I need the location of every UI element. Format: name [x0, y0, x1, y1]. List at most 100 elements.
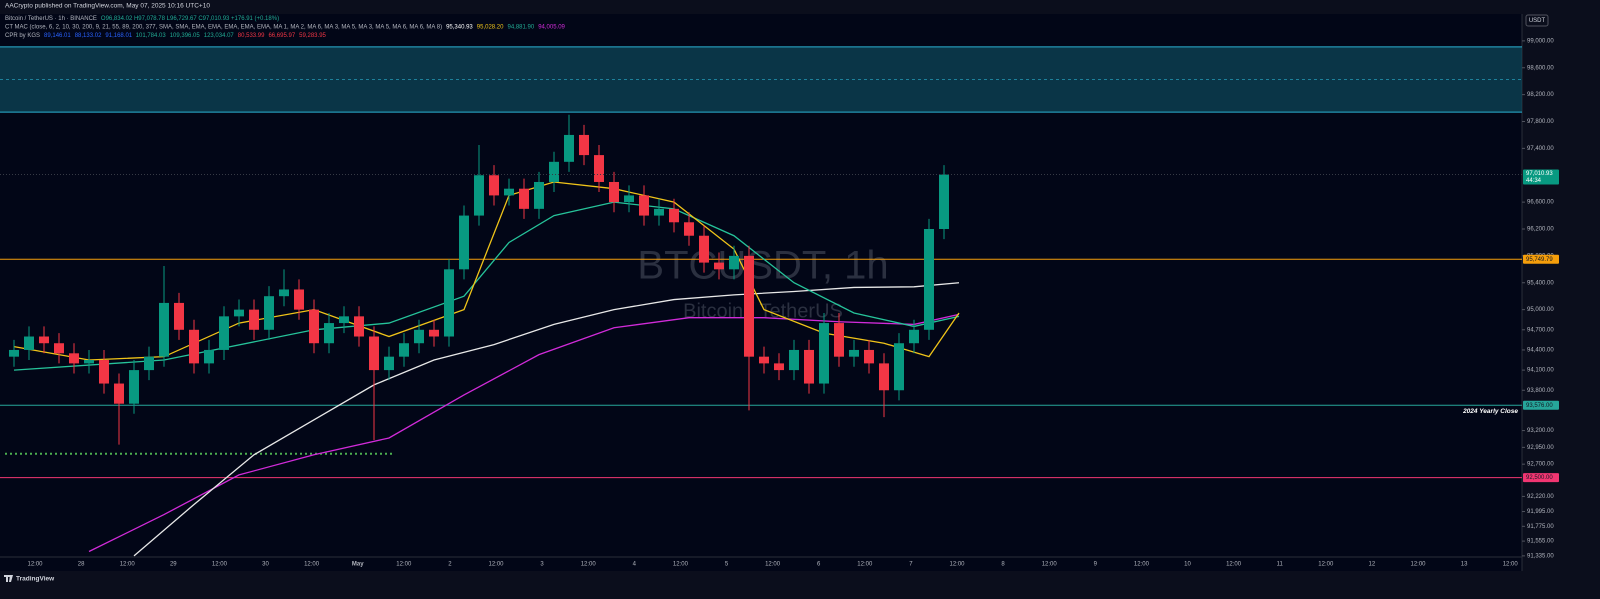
candle-body — [414, 329, 424, 344]
legend-value: 95,340.93 — [446, 24, 473, 30]
candle-body — [444, 269, 454, 337]
candle-body — [909, 329, 919, 344]
x-tick-label: 12:00 — [304, 562, 320, 568]
level-tag-label: 92,500.00 — [1526, 475, 1553, 481]
legend-value: 101,784.03 — [136, 33, 167, 39]
legend-value: CPR by KGS — [5, 33, 40, 39]
candle-body — [144, 356, 154, 371]
y-tick-label: 95,400.00 — [1527, 280, 1554, 286]
x-tick-label: 28 — [78, 562, 85, 568]
y-tick-label: 92,220.00 — [1527, 494, 1554, 500]
countdown-label: 44:34 — [1526, 178, 1542, 184]
candle-body — [924, 229, 934, 330]
candle-body — [279, 289, 289, 297]
y-tick-label: 91,995.00 — [1527, 509, 1554, 515]
currency[interactable]: USDT — [1529, 18, 1546, 24]
x-tick-label: 12:00 — [1134, 562, 1150, 568]
candle-body — [234, 309, 244, 317]
candle-body — [399, 343, 409, 357]
x-tick-label: 12:00 — [120, 562, 136, 568]
symbol-watermark: BTCUSDT, 1h — [637, 244, 888, 288]
y-tick-label: 95,000.00 — [1527, 307, 1554, 313]
y-tick-label: 91,335.00 — [1527, 553, 1554, 559]
candle-body — [744, 255, 754, 357]
y-tick-label: 92,950.00 — [1527, 445, 1554, 451]
candle-body — [804, 349, 814, 384]
candle-body — [9, 349, 19, 357]
legend: AACrypto published on TradingView.com, M… — [5, 3, 566, 39]
candle-body — [594, 155, 604, 182]
last-price-tag — [1523, 169, 1559, 185]
y-tick-label: 98,600.00 — [1527, 65, 1554, 71]
candle-body — [684, 222, 694, 236]
y-tick-label: 92,700.00 — [1527, 462, 1554, 468]
last-price-label: 97,010.93 — [1526, 171, 1553, 177]
legend-line: CT MAC (close, 6, 2, 10, 30, 200, 9, 21,… — [5, 24, 566, 30]
candle-body — [114, 383, 124, 404]
candle-body — [429, 329, 439, 337]
candle-body — [789, 349, 799, 371]
candle-body — [174, 302, 184, 330]
candle-body — [24, 336, 34, 350]
x-tick-label: 9 — [1094, 562, 1098, 568]
candle-body — [159, 302, 169, 357]
candle-body — [624, 195, 634, 203]
x-tick-label: 8 — [1001, 562, 1005, 568]
legend-line: Bitcoin / TetherUS · 1h · BINANCE O96,834… — [5, 16, 279, 22]
main-layer: 2024 Yearly Close — [0, 114, 1522, 557]
x-tick-label: 12:00 — [673, 562, 689, 568]
candle-body — [699, 235, 709, 263]
candle-body — [579, 134, 589, 156]
published-line: AACrypto published on TradingView.com, M… — [5, 3, 210, 10]
legend-value: O96,834.02 H97,078.78 L96,729.67 C97,010… — [101, 16, 279, 22]
candle-body — [489, 175, 499, 196]
candle-body — [129, 370, 139, 404]
legend-line: CPR by KGS 89,146.01 88,133.02 91,168.01 101… — [5, 33, 327, 39]
legend-value: 59,283.95 — [299, 33, 326, 39]
legend-value: 123,034.07 — [204, 33, 235, 39]
candle-body — [384, 356, 394, 371]
y-tick-label: 91,775.00 — [1527, 524, 1554, 530]
footer-brand: TradingView — [16, 576, 55, 583]
footer-bar — [0, 572, 1600, 599]
candle-body — [864, 349, 874, 364]
y-tick-label: 93,800.00 — [1527, 388, 1554, 394]
legend-value: 94,881.90 — [507, 24, 534, 30]
y-tick-label: 93,200.00 — [1527, 428, 1554, 434]
currency-box[interactable] — [1525, 14, 1549, 27]
candle-body — [219, 316, 229, 350]
candle-body — [369, 336, 379, 371]
legend-value: 66,695.97 — [268, 33, 295, 39]
description-watermark: Bitcoin / TetherUS — [683, 300, 843, 322]
candle-body — [504, 188, 514, 196]
legend-value: 94,005.09 — [538, 24, 565, 30]
x-tick-label: 12:00 — [488, 562, 504, 568]
x-tick-label: 30 — [262, 562, 269, 568]
candle-body — [894, 343, 904, 391]
x-tick-label: 7 — [909, 562, 913, 568]
level-note: 2024 Yearly Close — [1462, 408, 1518, 415]
candle-body — [939, 174, 949, 230]
x-tick-label: 12:00 — [1318, 562, 1334, 568]
candle-body — [819, 323, 829, 384]
x-tick-label: 11 — [1277, 562, 1284, 568]
level-tag — [1523, 473, 1559, 483]
legend-value: 109,396.05 — [170, 33, 201, 39]
legend-value: 88,133.02 — [75, 33, 102, 39]
legend-value: 95,028.20 — [477, 24, 504, 30]
candle-body — [54, 343, 64, 354]
legend-value: 89,146.01 — [44, 33, 71, 39]
x-tick-label: 4 — [633, 562, 637, 568]
candle-body — [534, 181, 544, 209]
x-tick-label: 6 — [817, 562, 821, 568]
candle-body — [519, 188, 529, 209]
candle-body — [39, 336, 49, 344]
x-tick-label: 13 — [1461, 562, 1468, 568]
axis-layer: 99,000.00 98,600.00 98,200.00 97,800.00 97,4… — [27, 38, 1559, 568]
candle-body — [714, 262, 724, 270]
candle-body — [324, 323, 334, 344]
x-tick-label: 12:00 — [1226, 562, 1242, 568]
candle-body — [564, 134, 574, 162]
